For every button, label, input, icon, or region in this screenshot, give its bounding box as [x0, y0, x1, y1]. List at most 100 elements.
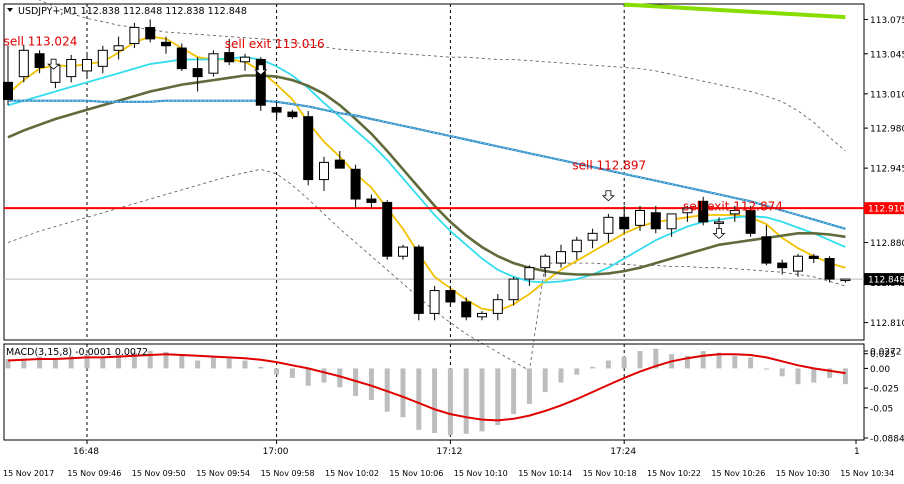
main-pane-frame: [3, 3, 865, 341]
candle-body[interactable]: [840, 278, 851, 282]
candle-body[interactable]: [97, 49, 108, 67]
candle-body[interactable]: [129, 26, 140, 44]
macd-tick-label: 0.0272: [870, 348, 902, 358]
candle-body[interactable]: [477, 312, 487, 318]
candle-body[interactable]: [366, 198, 377, 203]
main-price-pane[interactable]: 113.075 113.045 113.010 112.980 112.945 112.9…: [3, 0, 904, 372]
candle-body[interactable]: [524, 267, 535, 280]
candle-body[interactable]: [145, 26, 156, 40]
candle-body[interactable]: [540, 255, 551, 269]
candle-body[interactable]: [603, 216, 614, 234]
candle-body[interactable]: [714, 221, 724, 224]
candle-body[interactable]: [382, 201, 393, 257]
candle-body[interactable]: [287, 111, 298, 118]
candle-body[interactable]: [492, 299, 503, 314]
candle-body[interactable]: [334, 159, 345, 169]
macd-histogram-bar: [558, 368, 564, 383]
candle-body[interactable]: [413, 246, 424, 314]
candle-body[interactable]: [824, 258, 835, 280]
macd-histogram-bar: [463, 368, 469, 434]
candle-body[interactable]: [350, 168, 361, 200]
blue-ma-line-overlay: [8, 100, 846, 230]
macd-pane-frame: [3, 343, 865, 441]
candle-body[interactable]: [319, 161, 329, 181]
candle-body[interactable]: [682, 207, 693, 214]
macd-histogram-bar: [21, 360, 27, 369]
candle-body[interactable]: [808, 255, 819, 260]
candle-body[interactable]: [18, 49, 29, 78]
macd-histogram-bar: [289, 368, 295, 378]
candle-body[interactable]: [729, 209, 740, 215]
date-time-label: 15 Nov 10:10: [454, 469, 508, 478]
price-tick-label: 112.880: [870, 239, 904, 249]
candle-body[interactable]: [82, 58, 92, 72]
candle-body[interactable]: [587, 232, 598, 241]
candle-body[interactable]: [619, 216, 630, 230]
candle-body[interactable]: [777, 262, 788, 269]
candle-body[interactable]: [508, 278, 519, 301]
candle-body[interactable]: [240, 56, 250, 63]
candle-body[interactable]: [445, 290, 456, 303]
macd-histogram-bar: [242, 360, 248, 369]
candle-body[interactable]: [571, 239, 582, 253]
candle-body[interactable]: [429, 290, 440, 314]
macd-histogram-bar: [147, 351, 153, 369]
date-time-label: 15 Nov 10:30: [776, 469, 830, 478]
macd-histogram-bar: [163, 351, 169, 369]
date-time-label: 15 Nov 10:06: [389, 469, 443, 478]
macd-histogram-bar: [116, 355, 122, 369]
trade-annotation-label: sell exit 113.016: [225, 37, 325, 51]
current-price-badge: [864, 273, 904, 286]
candle-body[interactable]: [176, 47, 187, 70]
candle-body[interactable]: [224, 52, 235, 63]
macd-histogram-bar: [842, 368, 848, 385]
candle-body[interactable]: [461, 301, 472, 318]
time-tick-label: 16:48: [73, 447, 99, 457]
price-tick-label: 113.010: [870, 90, 904, 100]
current-price-label: 112.848: [868, 276, 904, 286]
macd-histogram-bar: [368, 368, 374, 400]
down-arrow-icon: [601, 190, 615, 202]
macd-histogram-bar: [5, 358, 11, 369]
price-tick-label: 112.810: [870, 319, 904, 329]
candle-body[interactable]: [398, 246, 408, 257]
candle-body[interactable]: [66, 58, 77, 78]
macd-histogram-bar: [37, 356, 43, 369]
envelope-lower-line: [7, 168, 846, 372]
macd-histogram-bar: [337, 368, 343, 388]
candle-body[interactable]: [793, 255, 803, 272]
macd-histogram-bar: [700, 351, 706, 369]
candle-body[interactable]: [666, 213, 677, 230]
candle-body[interactable]: [635, 209, 645, 226]
macd-histogram-bar: [779, 368, 785, 377]
macd-histogram-bar: [210, 357, 216, 369]
candle-body[interactable]: [192, 68, 203, 78]
candle-body[interactable]: [650, 212, 661, 230]
macd-histogram-bar: [590, 366, 596, 369]
trade-annotation-label: sell 112.897: [572, 158, 646, 172]
candle-body[interactable]: [556, 251, 566, 264]
candle-body[interactable]: [208, 53, 219, 74]
date-time-label: 15 Nov 09:50: [132, 469, 186, 478]
candle-body[interactable]: [3, 81, 13, 101]
macd-histogram-bar: [763, 368, 769, 370]
candle-body[interactable]: [745, 209, 756, 234]
candle-body[interactable]: [303, 116, 314, 181]
down-arrow-icon: [712, 228, 726, 240]
candle-body[interactable]: [761, 236, 772, 264]
macd-histogram-bar: [432, 368, 438, 433]
macd-histogram-bar: [131, 352, 137, 369]
candle-body[interactable]: [34, 53, 45, 68]
candle-body[interactable]: [161, 41, 171, 47]
candle-body[interactable]: [113, 45, 124, 51]
macd-tick-label: -0.025: [870, 385, 899, 395]
dropdown-triangle-icon[interactable]: [7, 8, 13, 12]
macd-histogram-bar: [716, 352, 722, 369]
candle-body[interactable]: [698, 200, 709, 223]
yellow-ma-line: [7, 35, 846, 313]
candle-body[interactable]: [255, 58, 266, 106]
candle-body[interactable]: [271, 107, 282, 113]
top-green-trend-line: [624, 2, 846, 20]
price-tick-label: 112.945: [870, 165, 904, 175]
